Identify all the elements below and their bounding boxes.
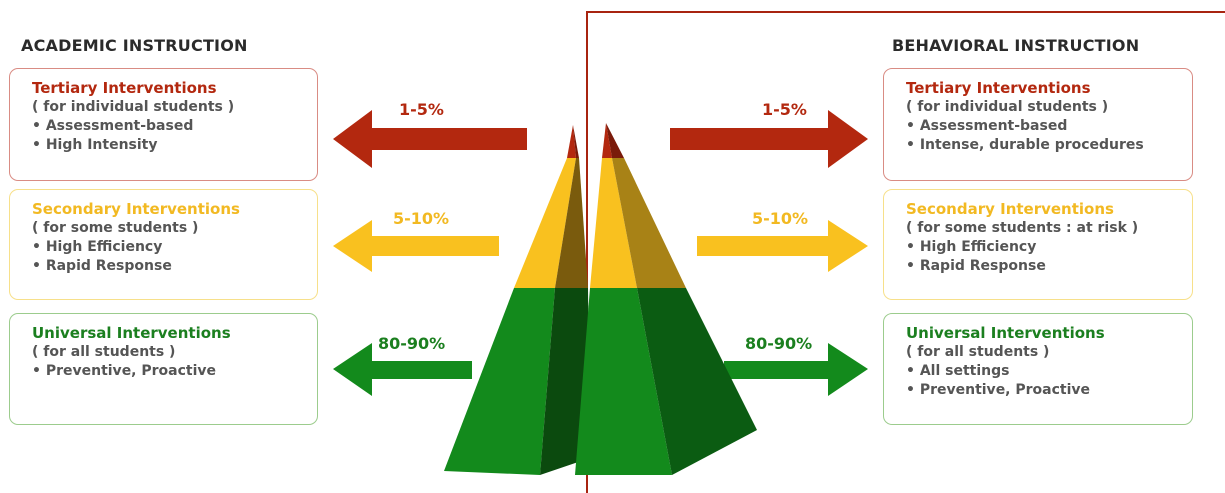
behavioral-universal-line: ( for all students ) xyxy=(906,344,1050,360)
right-arrow-tertiary xyxy=(670,110,868,168)
academic-tertiary-line: • Assessment-based xyxy=(32,118,194,134)
behavioral-universal-percent: 80-90% xyxy=(745,334,813,353)
academic-secondary-line: ( for some students ) xyxy=(32,220,199,236)
academic-universal-title: Universal Interventions xyxy=(32,324,231,342)
left-arrow-tertiary xyxy=(333,110,527,168)
left-pyramid xyxy=(444,125,590,475)
academic-tertiary-box: Tertiary Interventions ( for individual … xyxy=(9,68,318,181)
academic-title: ACADEMIC INSTRUCTION xyxy=(21,36,248,55)
right-arrow-secondary xyxy=(697,220,868,272)
behavioral-tertiary-box: Tertiary Interventions ( for individual … xyxy=(883,68,1193,181)
behavioral-tertiary-line: • Intense, durable procedures xyxy=(906,137,1144,153)
behavioral-tertiary-title: Tertiary Interventions xyxy=(906,79,1091,97)
behavioral-secondary-percent: 5-10% xyxy=(752,209,809,228)
behavioral-universal-title: Universal Interventions xyxy=(906,324,1105,342)
academic-universal-line: • Preventive, Proactive xyxy=(32,363,217,379)
academic-secondary-percent: 5-10% xyxy=(393,209,450,228)
behavioral-secondary-title: Secondary Interventions xyxy=(906,200,1114,218)
academic-secondary-line: • High Efficiency xyxy=(32,239,163,255)
academic-secondary-line: • Rapid Response xyxy=(32,258,172,274)
behavioral-secondary-box: Secondary Interventions ( for some stude… xyxy=(883,189,1193,300)
behavioral-title: BEHAVIORAL INSTRUCTION xyxy=(892,36,1140,55)
academic-secondary-box: Secondary Interventions ( for some stude… xyxy=(9,189,318,300)
academic-secondary-title: Secondary Interventions xyxy=(32,200,240,218)
left-arrow-universal xyxy=(333,343,472,396)
behavioral-universal-box: Universal Interventions ( for all studen… xyxy=(883,313,1193,425)
right-pyramid xyxy=(575,123,757,475)
academic-tertiary-line: ( for individual students ) xyxy=(32,99,235,115)
academic-tertiary-line: • High Intensity xyxy=(32,137,158,153)
behavioral-tertiary-line: ( for individual students ) xyxy=(906,99,1109,115)
right-arrow-universal xyxy=(724,343,868,396)
behavioral-secondary-line: ( for some students : at risk ) xyxy=(906,220,1139,236)
academic-universal-box: Universal Interventions ( for all studen… xyxy=(9,313,318,425)
behavioral-tertiary-line: • Assessment-based xyxy=(906,118,1068,134)
behavioral-universal-line: • All settings xyxy=(906,363,1010,379)
academic-tertiary-title: Tertiary Interventions xyxy=(32,79,217,97)
academic-universal-line: ( for all students ) xyxy=(32,344,176,360)
academic-universal-percent: 80-90% xyxy=(378,334,446,353)
left-arrow-secondary xyxy=(333,220,499,272)
behavioral-tertiary-percent: 1-5% xyxy=(762,100,807,119)
academic-tertiary-percent: 1-5% xyxy=(399,100,444,119)
behavioral-secondary-line: • High Efficiency xyxy=(906,239,1037,255)
behavioral-secondary-line: • Rapid Response xyxy=(906,258,1046,274)
behavioral-universal-line: • Preventive, Proactive xyxy=(906,382,1091,398)
